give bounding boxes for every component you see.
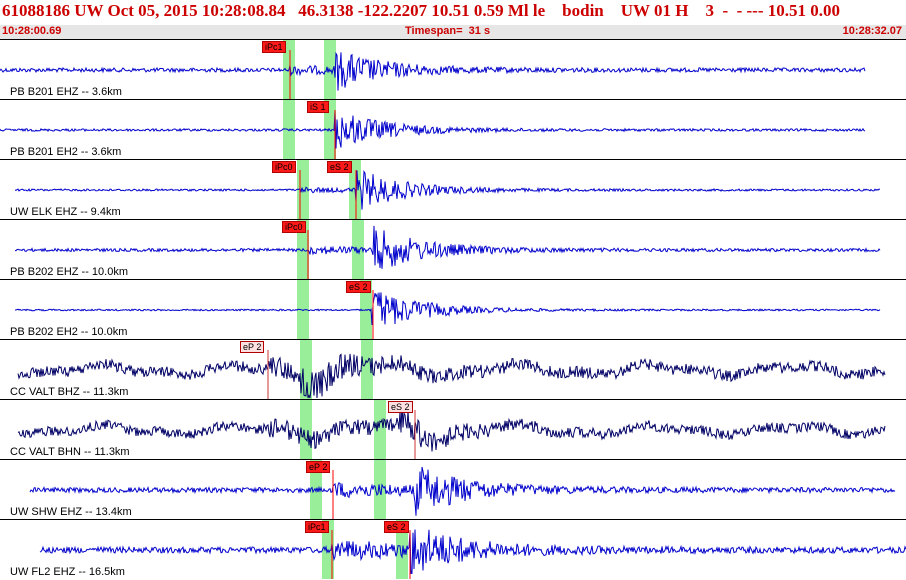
station-label: PB B202 EH2 -- 10.0km [10,326,128,338]
waveform-plot [17,400,886,459]
waveform-trace [17,401,886,452]
waveform-plot [14,160,881,219]
waveform-trace [14,292,881,326]
station-label: UW SHW EHZ -- 13.4km [10,506,132,518]
waveform-plot [15,220,881,279]
station-label: CC VALT BHZ -- 11.3km [10,386,129,398]
pick-flag[interactable]: eP 2 [306,461,331,473]
waveform-trace [29,466,896,516]
pick-flag[interactable]: iPc0 [282,221,306,233]
pick-window [324,40,336,99]
seismogram-panels[interactable]: iPc1 PB B201 EHZ -- 3.6km iS 1 PB B201 EH2 … [0,39,906,580]
station-label: PB B201 EH2 -- 3.6km [10,146,122,158]
waveform-trace [39,529,906,574]
trace-panel[interactable]: eP 2 CC VALT BHZ -- 11.3km [0,339,906,399]
trace-panel[interactable]: iS 1 PB B201 EH2 -- 3.6km [0,99,906,159]
waveform-trace [14,169,881,210]
pick-window [361,340,373,399]
event-summary-title: 61088186 UW Oct 05, 2015 10:28:08.84 46.… [2,1,841,20]
station-label: CC VALT BHN -- 11.3km [10,446,130,458]
waveform-plot [0,100,866,159]
station-label: PB B202 EHZ -- 10.0km [10,266,128,278]
station-label: UW FL2 EHZ -- 16.5km [10,566,125,578]
waveform-plot [0,40,866,99]
trace-panel[interactable]: iPc1 eS 2 UW FL2 EHZ -- 16.5km [0,519,906,579]
waveform-plot [17,340,886,399]
station-label: UW ELK EHZ -- 9.4km [10,206,121,218]
waveform-trace [0,51,866,91]
waveform-trace [15,225,881,269]
pick-window [300,400,312,459]
trace-panel[interactable]: eS 2 CC VALT BHN -- 11.3km [0,399,906,459]
waveform-plot [14,280,881,339]
waveform-trace [0,110,866,149]
start-time: 10:28:00.69 [2,25,62,37]
pick-flag[interactable]: iPc1 [305,521,329,533]
waveform-plot [39,520,906,579]
pick-flag[interactable]: eS 2 [388,401,413,413]
pick-window [374,400,386,459]
pick-flag[interactable]: iPc1 [262,41,286,53]
pick-flag[interactable]: eS 2 [346,281,371,293]
station-label: PB B201 EHZ -- 3.6km [10,86,122,98]
pick-flag[interactable]: eP 2 [240,341,265,353]
trace-panel[interactable]: iPc0 PB B202 EHZ -- 10.0km [0,219,906,279]
time-bar: 10:28:00.69 Timespan= 31 s 10:28:32.07 [0,25,906,39]
waveform-trace [17,353,886,399]
waveform-plot [29,460,896,519]
pick-window [310,460,322,519]
pick-window [297,280,309,339]
trace-panel[interactable]: eP 2 UW SHW EHZ -- 13.4km [0,459,906,519]
pick-window [300,340,312,399]
trace-panel[interactable]: iPc1 PB B201 EHZ -- 3.6km [0,39,906,99]
pick-window [283,100,295,159]
event-header: 61088186 UW Oct 05, 2015 10:28:08.84 46.… [0,0,906,26]
pick-flag[interactable]: iS 1 [307,101,329,113]
timespan-label: Timespan= 31 s [405,25,491,37]
end-time: 10:28:32.07 [842,25,902,37]
pick-window [396,520,408,579]
pick-flag[interactable]: eS 2 [327,161,352,173]
trace-panel[interactable]: iPc0 eS 2 UW ELK EHZ -- 9.4km [0,159,906,219]
trace-panel[interactable]: eS 2 PB B202 EH2 -- 10.0km [0,279,906,339]
pick-flag[interactable]: iPc0 [272,161,296,173]
pick-flag[interactable]: eS 2 [384,521,409,533]
